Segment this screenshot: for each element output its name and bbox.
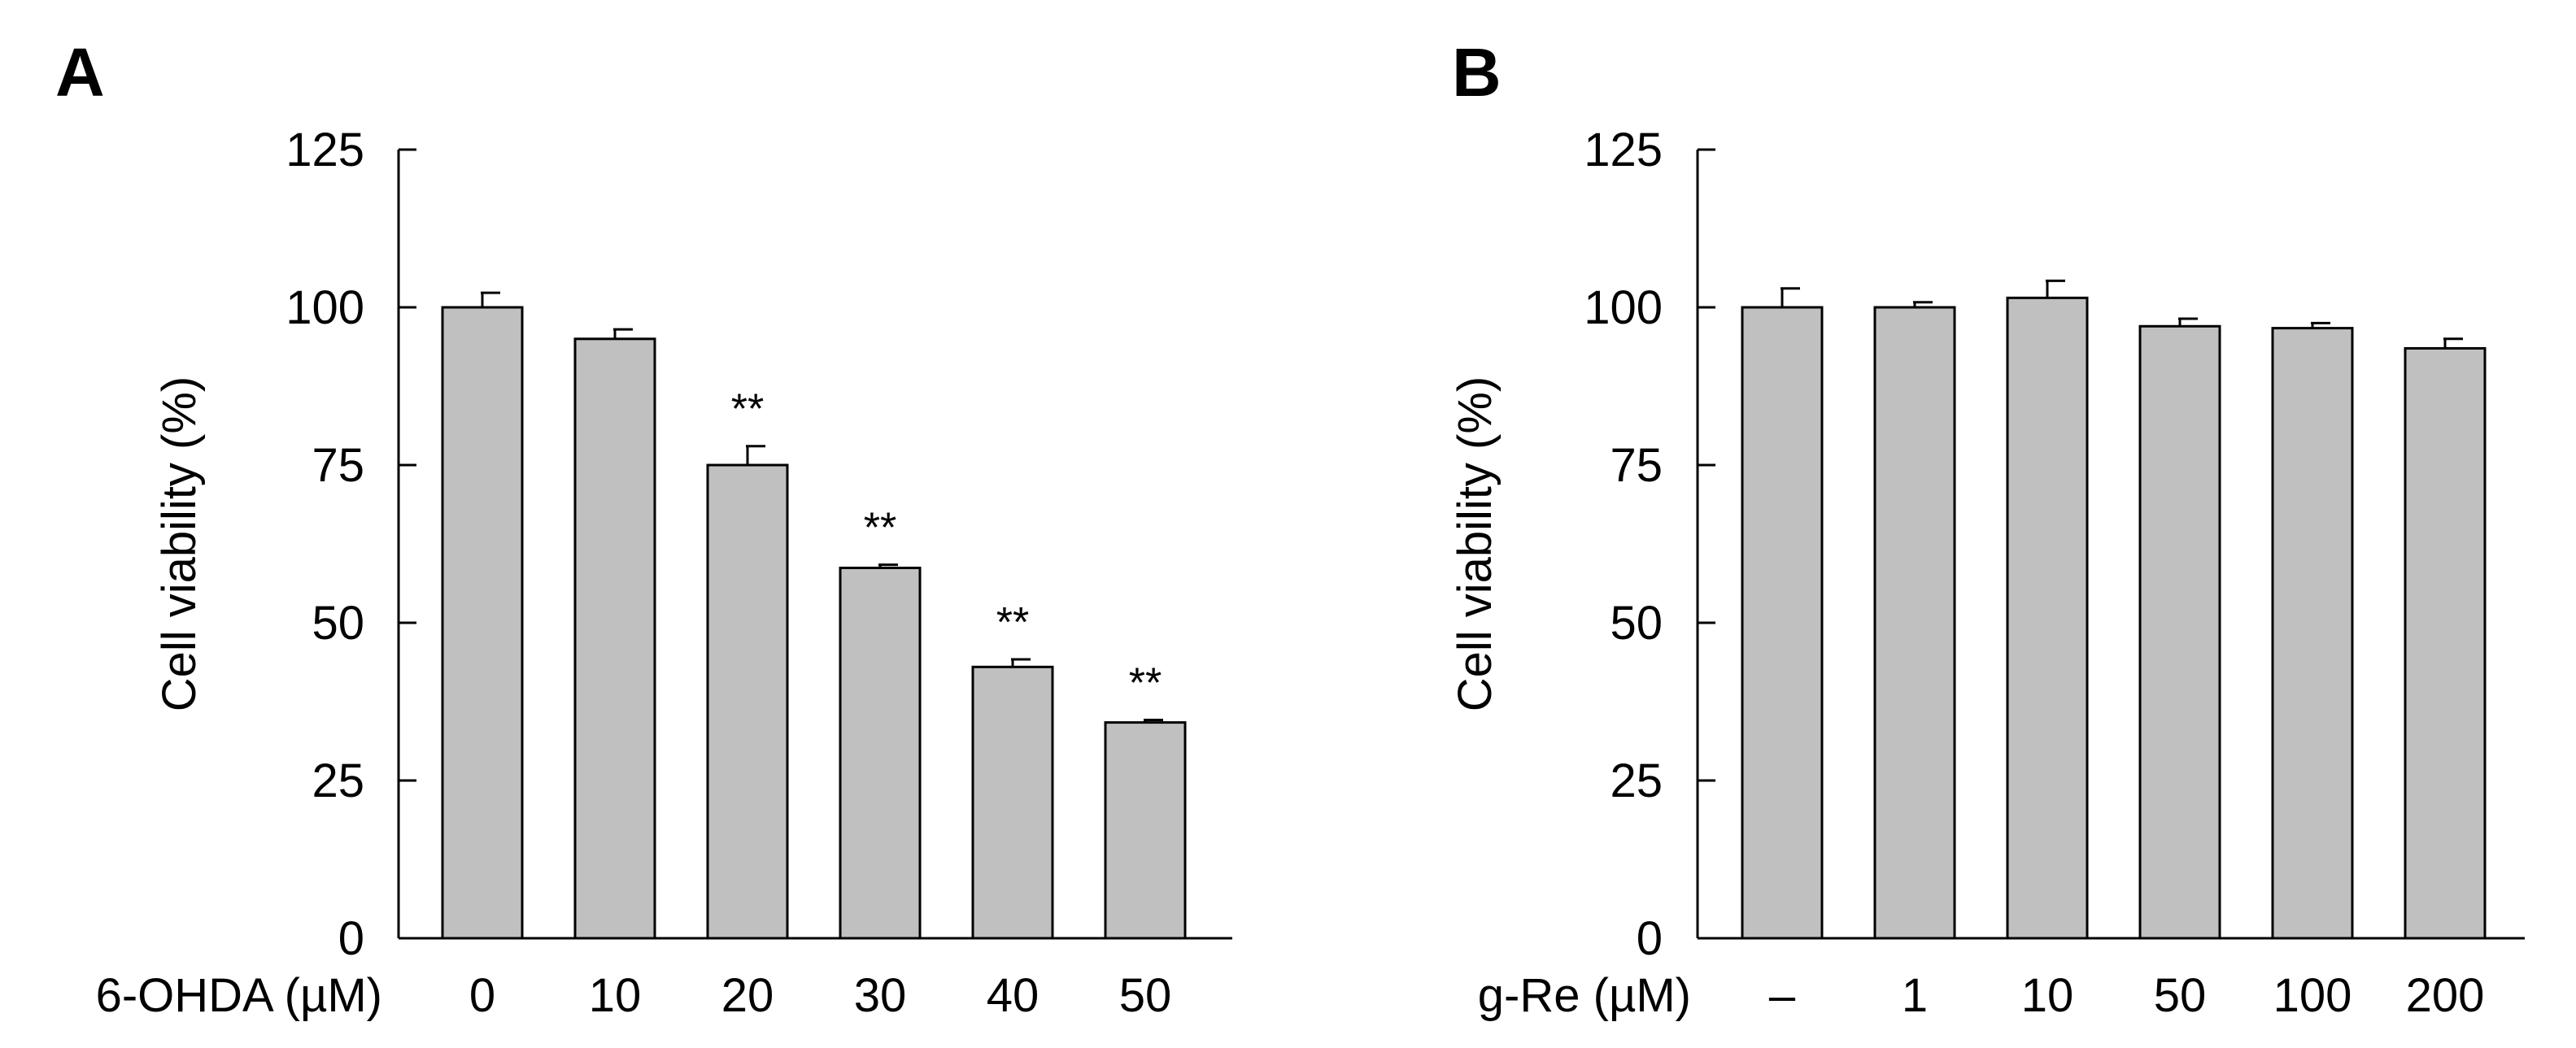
- y-tick-label: 125: [1584, 124, 1663, 176]
- y-tick-label: 125: [285, 124, 364, 176]
- y-tick-label: 100: [285, 281, 364, 334]
- bar: [839, 566, 922, 940]
- significance-label: **: [864, 505, 896, 552]
- significance-label: **: [996, 599, 1029, 646]
- y-tick-label: 25: [312, 754, 364, 807]
- x-tick-label: 10: [2021, 969, 2074, 1022]
- x-tick-label: 50: [2154, 969, 2207, 1022]
- x-tick-label: 30: [854, 969, 907, 1022]
- significance-label: **: [1129, 660, 1162, 707]
- y-tick-label: 75: [312, 439, 364, 492]
- x-tick-label: 20: [721, 969, 774, 1022]
- bar: [1104, 721, 1187, 940]
- x-tick-label: 100: [2273, 969, 2352, 1022]
- y-axis-title: Cell viability (%): [1449, 376, 1502, 712]
- x-tick-label: 1: [1902, 969, 1928, 1022]
- bar: [573, 337, 656, 940]
- bar: [441, 306, 524, 940]
- y-tick-label: 0: [338, 912, 364, 965]
- y-tick-label: 50: [312, 597, 364, 650]
- bar: [2271, 327, 2354, 940]
- bar: [2006, 296, 2089, 940]
- y-tick-label: 100: [1584, 281, 1663, 334]
- bar: [1741, 306, 1824, 940]
- bar: [1873, 306, 1956, 940]
- y-tick-label: 0: [1637, 912, 1663, 965]
- significance-label: **: [731, 386, 764, 433]
- x-tick-label: 40: [987, 969, 1040, 1022]
- panel-b-label: B: [1452, 34, 1502, 111]
- bar: [706, 463, 789, 940]
- bar: [2138, 324, 2221, 940]
- panel-a-label: A: [55, 34, 105, 111]
- x-tick-label: 50: [1119, 969, 1172, 1022]
- x-tick-label: 200: [2406, 969, 2485, 1022]
- panel-b: B 0 25 50 75 100 125 Cell viability (%) g-Re (µM…: [1449, 34, 2525, 1022]
- y-tick-label: 25: [1610, 754, 1663, 807]
- x-tick-label: –: [1769, 969, 1796, 1022]
- bar: [971, 665, 1054, 940]
- y-axis-title: Cell viability (%): [153, 376, 206, 712]
- x-axis-title: 6-OHDA (µM): [96, 969, 382, 1022]
- y-tick-label: 50: [1610, 597, 1663, 650]
- x-tick-label: 0: [469, 969, 495, 1022]
- bar: [2404, 346, 2487, 940]
- x-tick-label: 10: [589, 969, 642, 1022]
- y-tick-label: 75: [1610, 439, 1663, 492]
- x-axis-title: g-Re (µM): [1478, 969, 1691, 1022]
